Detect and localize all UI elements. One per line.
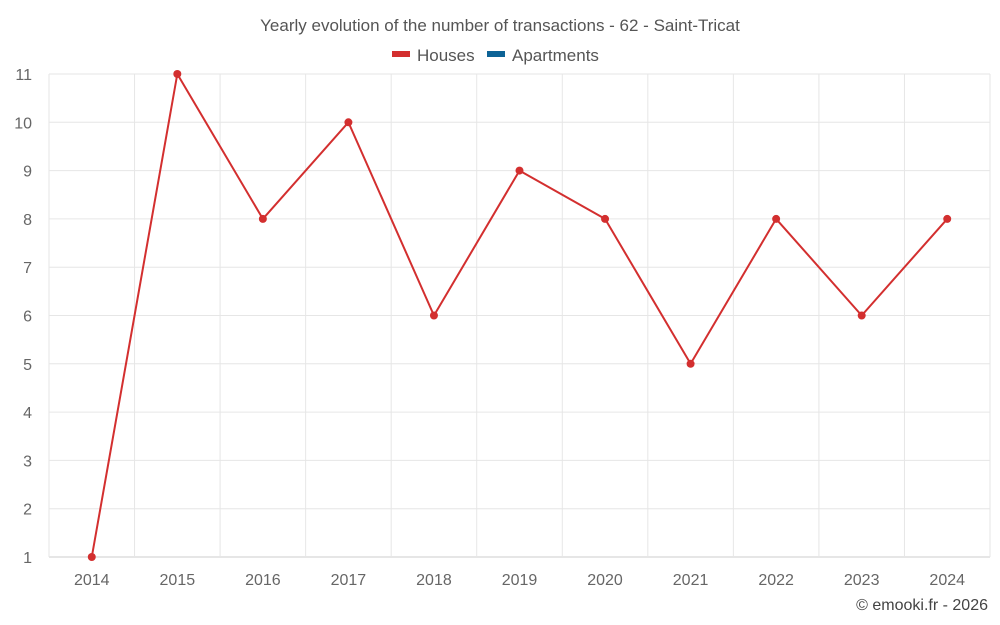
x-tick-label: 2021 xyxy=(673,572,709,589)
y-tick-label: 2 xyxy=(23,502,32,519)
data-point[interactable] xyxy=(772,214,781,223)
data-point[interactable] xyxy=(943,214,952,223)
chart-title: Yearly evolution of the number of transa… xyxy=(260,16,740,35)
data-point[interactable] xyxy=(258,214,267,223)
chart-legend: Houses Apartments xyxy=(392,46,599,65)
x-tick-label: 2017 xyxy=(331,572,367,589)
legend-label: Houses xyxy=(417,46,475,65)
y-tick-label: 3 xyxy=(23,453,32,470)
data-point[interactable] xyxy=(686,359,695,368)
y-tick-label: 5 xyxy=(23,357,32,374)
x-tick-label: 2018 xyxy=(416,572,452,589)
x-tick-label: 2022 xyxy=(758,572,794,589)
x-tick-label: 2015 xyxy=(160,572,196,589)
y-tick-label: 1 xyxy=(23,550,32,567)
y-tick-label: 10 xyxy=(14,115,32,132)
legend-swatch xyxy=(392,51,410,57)
x-axis: 2014 2015 2016 2017 2018 2019 2020 2021 2022 2023… xyxy=(74,572,965,589)
data-point[interactable] xyxy=(87,553,96,561)
x-tick-label: 2016 xyxy=(245,572,281,589)
data-point[interactable] xyxy=(344,118,353,127)
legend-item[interactable]: Apartments xyxy=(487,46,599,65)
y-tick-label: 9 xyxy=(23,164,32,181)
data-point[interactable] xyxy=(429,311,438,320)
x-tick-label: 2020 xyxy=(587,572,623,589)
y-axis: 1 2 3 4 5 6 7 8 9 10 11 xyxy=(14,67,32,567)
legend-item[interactable]: Houses xyxy=(392,46,475,65)
y-tick-label: 7 xyxy=(23,260,32,277)
credit-text: © emooki.fr - 2026 xyxy=(856,597,988,614)
data-point[interactable] xyxy=(173,70,182,78)
chart-series xyxy=(87,70,952,561)
legend-label: Apartments xyxy=(512,46,599,65)
x-tick-label: 2014 xyxy=(74,572,110,589)
data-point[interactable] xyxy=(515,166,524,175)
x-tick-label: 2023 xyxy=(844,572,880,589)
chart-grid xyxy=(48,73,991,558)
x-tick-label: 2024 xyxy=(929,572,965,589)
y-tick-label: 11 xyxy=(15,67,32,84)
y-tick-label: 6 xyxy=(23,309,32,326)
y-tick-label: 4 xyxy=(23,405,32,422)
x-tick-label: 2019 xyxy=(502,572,538,589)
data-point[interactable] xyxy=(601,214,610,223)
y-tick-label: 8 xyxy=(23,212,32,229)
data-point[interactable] xyxy=(857,311,866,320)
legend-swatch xyxy=(487,51,505,57)
